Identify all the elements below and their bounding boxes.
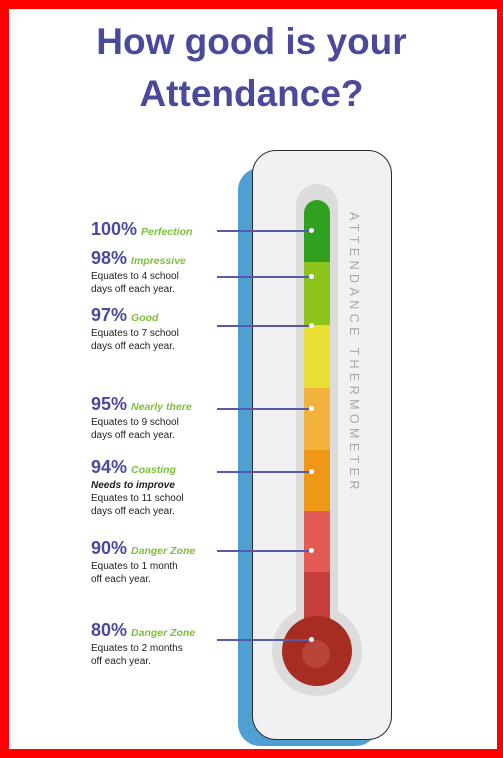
level-percent: 100% — [91, 219, 138, 239]
thermometer-bulb-highlight — [302, 640, 330, 668]
level-label: Coasting — [131, 464, 176, 476]
level-percent: 90% — [91, 538, 128, 558]
level-percent: 95% — [91, 394, 128, 414]
level-desc-line2: days off each year. — [91, 341, 175, 352]
level-note: Needs to improve — [91, 480, 175, 491]
segment-nearly-there — [304, 388, 330, 450]
pointer-dot-100 — [309, 228, 314, 233]
level-percent: 94% — [91, 457, 128, 477]
level-80: 80% Danger Zone Equates to 2 months off e… — [91, 620, 195, 668]
pointer-dot-97 — [309, 323, 314, 328]
segment-danger-1 — [304, 511, 330, 572]
pointer-dot-90 — [309, 548, 314, 553]
pointer-line-80 — [217, 639, 311, 641]
level-95: 95% Nearly there Equates to 9 school days… — [91, 394, 192, 442]
level-description: Needs to improve Equates to 11 school da… — [91, 479, 184, 518]
thermometer-label: ATTENDANCE THERMOMETER — [347, 212, 361, 494]
level-description: Equates to 2 months off each year. — [91, 642, 195, 668]
level-desc-line2: days off each year. — [91, 430, 175, 441]
level-desc-line1: Equates to 2 months — [91, 643, 183, 654]
level-label: Good — [131, 312, 159, 324]
segment-good — [304, 325, 330, 388]
level-desc-line2: days off each year. — [91, 284, 175, 295]
page-title-line2: Attendance? — [139, 73, 364, 114]
pointer-line-97 — [217, 325, 311, 327]
pointer-line-94 — [217, 471, 311, 473]
level-90: 90% Danger Zone Equates to 1 month off ea… — [91, 538, 195, 586]
level-percent: 97% — [91, 305, 128, 325]
level-description: Equates to 4 school days off each year. — [91, 270, 186, 296]
segment-coasting — [304, 450, 330, 511]
pointer-line-98 — [217, 276, 311, 278]
level-94: 94% Coasting Needs to improve Equates to … — [91, 457, 184, 518]
pointer-line-95 — [217, 408, 311, 410]
pointer-dot-98 — [309, 274, 314, 279]
pointer-line-90 — [217, 550, 311, 552]
level-desc-line1: Equates to 11 school — [91, 493, 184, 504]
level-label: Danger Zone — [131, 545, 196, 557]
pointer-dot-94 — [309, 469, 314, 474]
level-label: Danger Zone — [131, 627, 196, 639]
pointer-dot-95 — [309, 406, 314, 411]
level-label: Impressive — [131, 255, 186, 267]
level-description: Equates to 9 school days off each year. — [91, 416, 192, 442]
level-label: Perfection — [141, 226, 193, 238]
level-desc-line1: Equates to 4 school — [91, 271, 179, 282]
page-title-line1: How good is your — [96, 21, 407, 62]
level-description: Equates to 7 school days off each year. — [91, 327, 179, 353]
level-desc-line1: Equates to 1 month — [91, 561, 178, 572]
level-desc-line1: Equates to 7 school — [91, 328, 179, 339]
pointer-line-100 — [217, 230, 311, 232]
level-percent: 80% — [91, 620, 128, 640]
level-label: Nearly there — [131, 401, 192, 413]
level-97: 97% Good Equates to 7 school days off eac… — [91, 305, 179, 353]
level-100: 100% Perfection — [91, 219, 192, 240]
level-desc-line2: days off each year. — [91, 506, 175, 517]
pointer-dot-80 — [309, 637, 314, 642]
level-98: 98% Impressive Equates to 4 school days o… — [91, 248, 186, 296]
level-description: Equates to 1 month off each year. — [91, 560, 195, 586]
level-desc-line2: off each year. — [91, 574, 151, 585]
level-desc-line2: off each year. — [91, 656, 151, 667]
segment-impressive — [304, 262, 330, 325]
level-percent: 98% — [91, 248, 128, 268]
level-desc-line1: Equates to 9 school — [91, 417, 179, 428]
